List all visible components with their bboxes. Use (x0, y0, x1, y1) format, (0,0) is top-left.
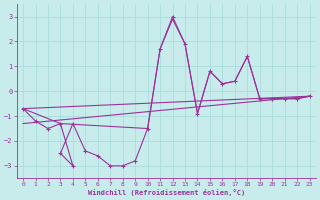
X-axis label: Windchill (Refroidissement éolien,°C): Windchill (Refroidissement éolien,°C) (88, 189, 245, 196)
